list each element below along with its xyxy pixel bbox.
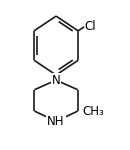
- Text: Cl: Cl: [85, 20, 96, 33]
- Text: CH₃: CH₃: [83, 105, 105, 118]
- Text: N: N: [52, 74, 60, 87]
- Text: NH: NH: [47, 115, 65, 128]
